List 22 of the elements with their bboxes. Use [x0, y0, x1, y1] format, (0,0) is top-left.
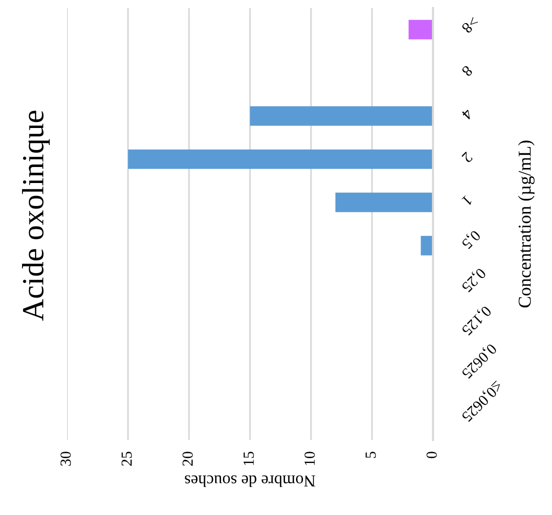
- y-tick-label: 8: [461, 65, 474, 77]
- x-tick-label: 10: [304, 452, 315, 466]
- y-tick-label: 4: [461, 108, 474, 120]
- y-axis-title: Concentration (µg/mL): [518, 140, 535, 308]
- x-tick-label: 5: [366, 452, 376, 458]
- x-tick-label: 20: [182, 452, 193, 466]
- y-tick-label: 2: [462, 152, 474, 164]
- x-tick-label: 25: [122, 452, 132, 466]
- x-axis-title: Nombre de souches: [184, 475, 316, 488]
- x-tick-label: 0: [426, 452, 437, 458]
- bar: [420, 236, 433, 256]
- x-tick-label: 30: [60, 452, 71, 466]
- text: Acide oxolinique: [22, 110, 50, 321]
- bar: [335, 192, 433, 212]
- y-tick-label: 0,5: [460, 228, 482, 250]
- y-tick-label: 0,25: [460, 266, 487, 293]
- bar: [408, 20, 433, 40]
- y-tick-label: 1: [462, 195, 473, 206]
- y-tick-label: >8: [461, 16, 480, 34]
- bar: [250, 106, 433, 126]
- x-tick-label: 15: [244, 452, 254, 466]
- bar: [128, 149, 433, 169]
